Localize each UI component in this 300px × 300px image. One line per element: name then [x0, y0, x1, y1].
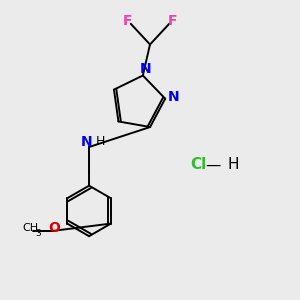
Text: CH: CH: [23, 224, 39, 233]
Text: N: N: [140, 62, 151, 76]
Text: F: F: [167, 14, 177, 28]
Text: —: —: [205, 158, 220, 172]
Text: Cl: Cl: [190, 158, 206, 172]
Text: O: O: [48, 221, 60, 236]
Text: H: H: [227, 158, 239, 172]
Text: 3: 3: [36, 229, 41, 238]
Text: H: H: [96, 135, 105, 148]
Text: N: N: [81, 135, 92, 149]
Text: F: F: [123, 14, 133, 28]
Text: N: N: [168, 90, 179, 104]
